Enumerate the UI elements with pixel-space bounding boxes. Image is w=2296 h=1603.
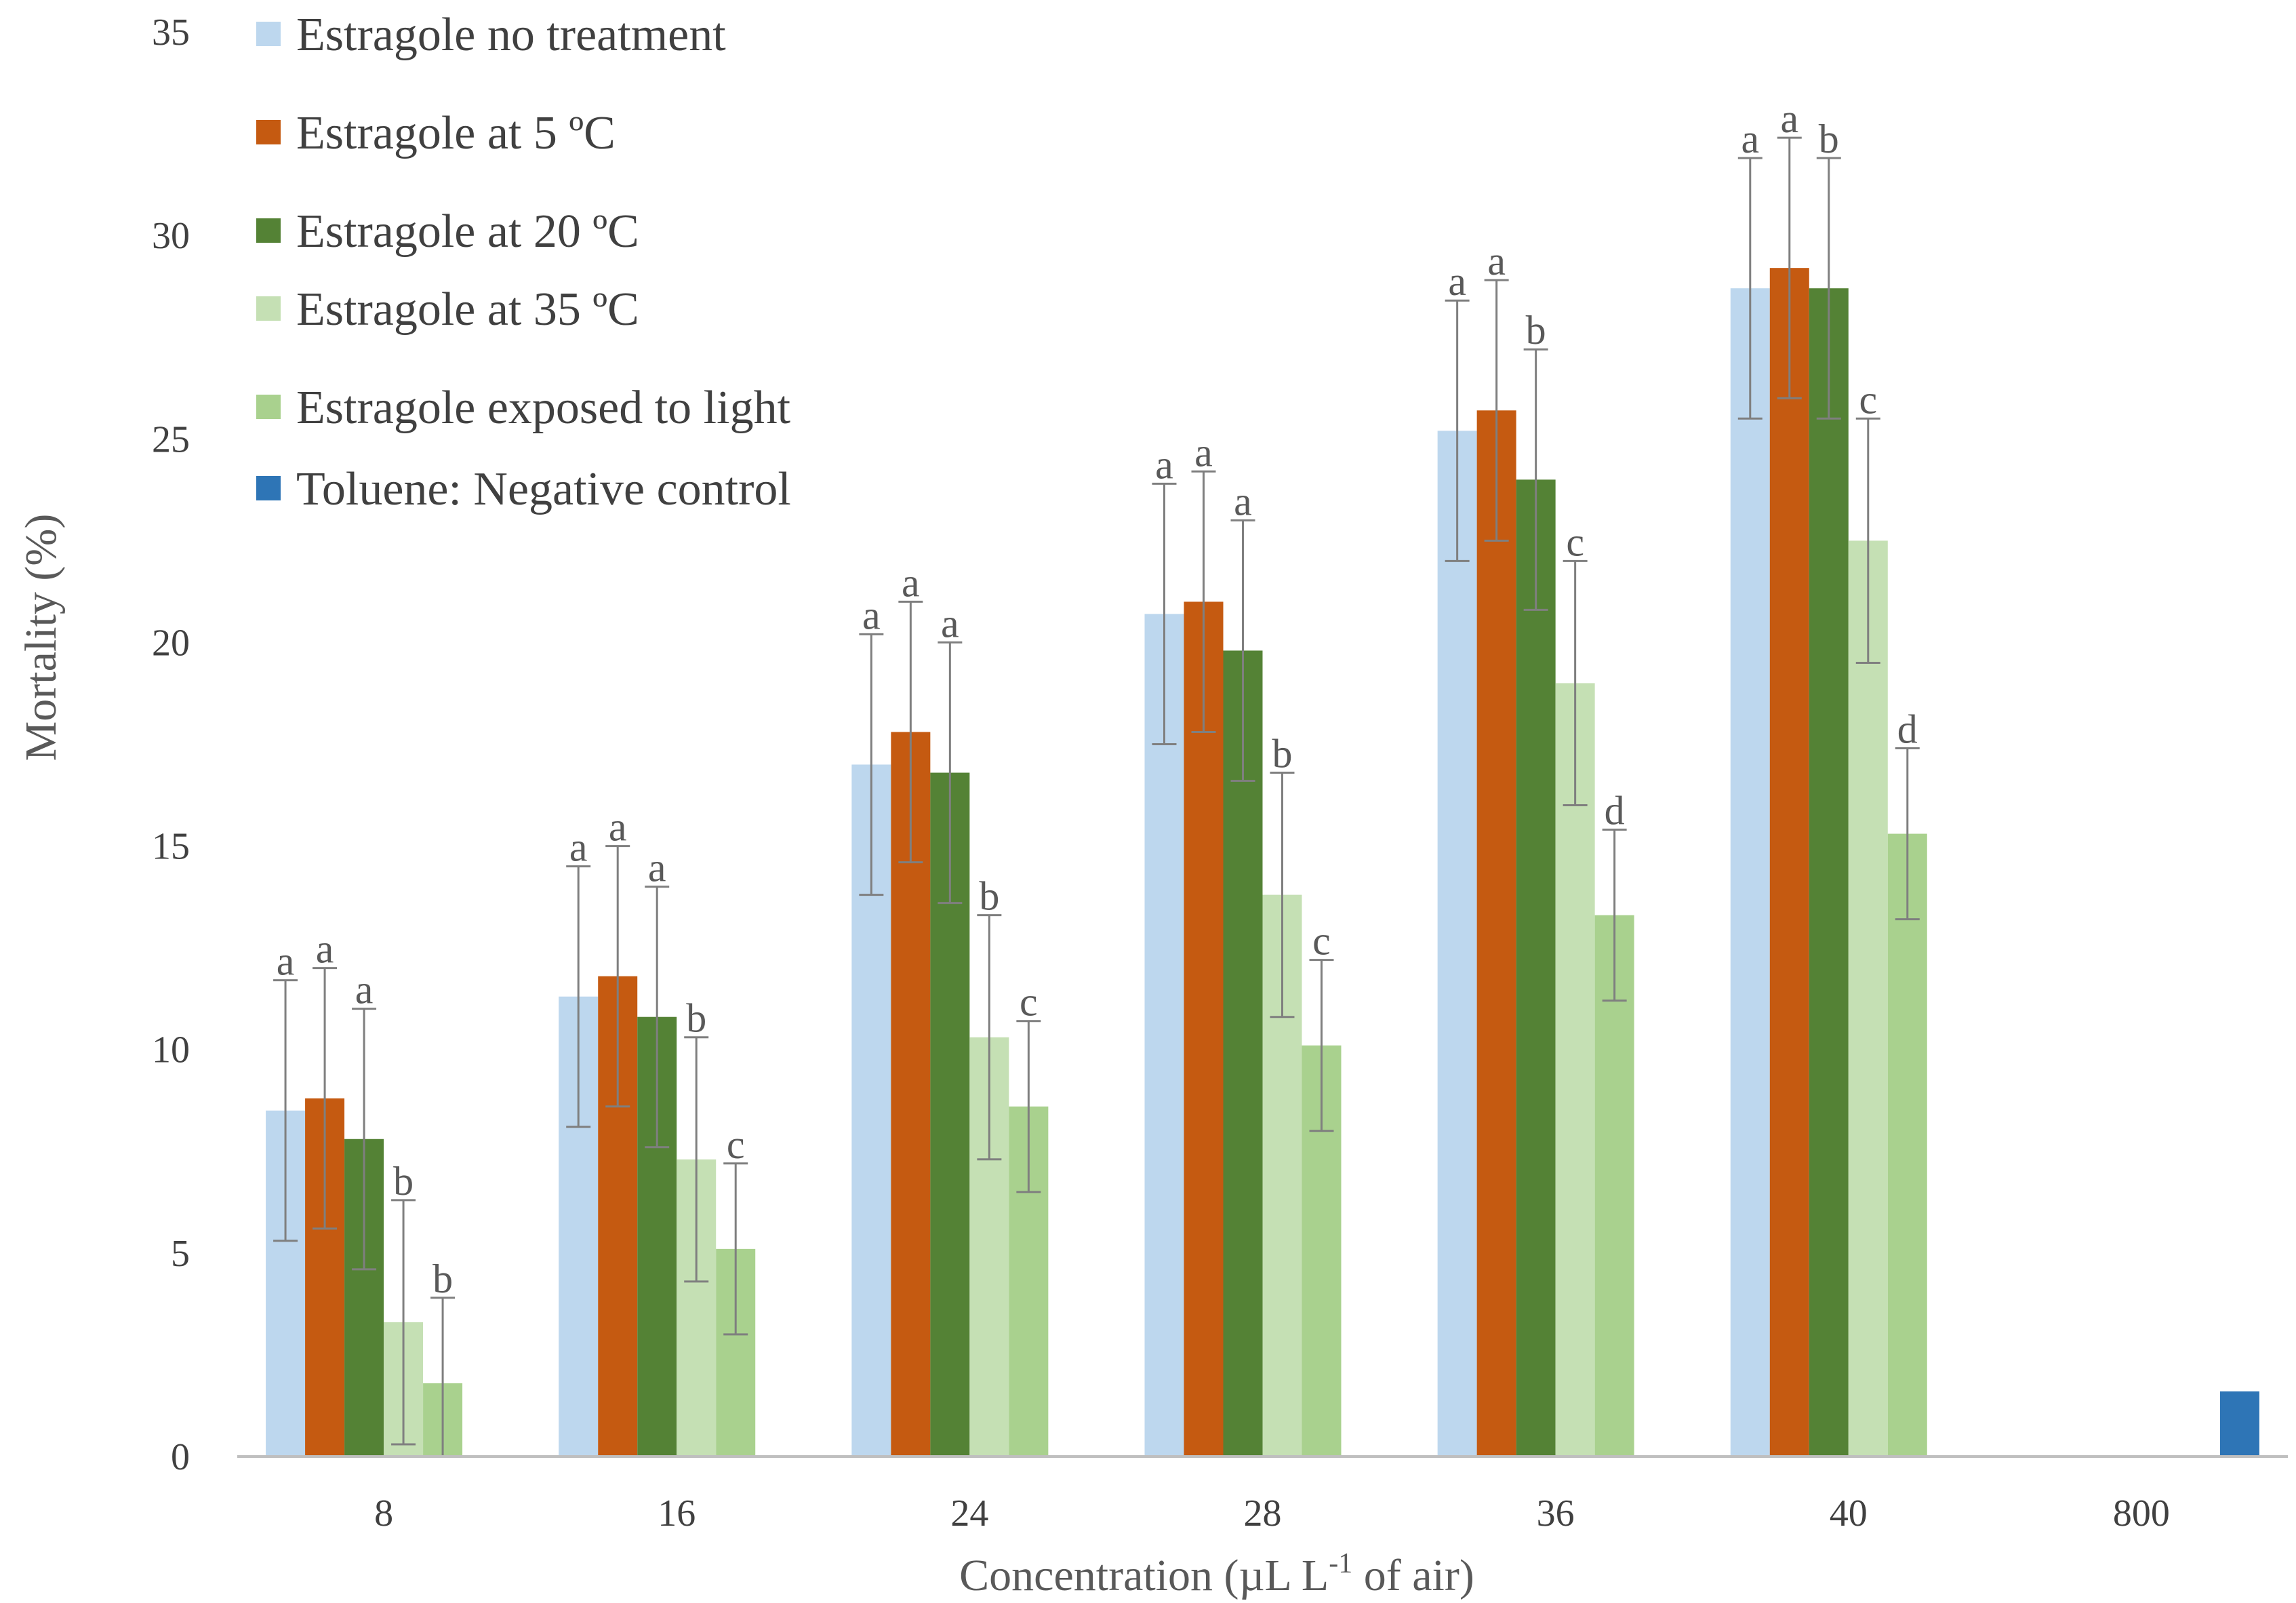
bar [1516,479,1556,1457]
y-axis-ticks: 0 5 10 15 20 25 30 35 [152,12,190,1478]
error-bar-group [273,136,1920,1458]
significance-label: a [648,846,666,890]
y-tick-label: 10 [152,1029,190,1071]
y-tick-label: 20 [152,622,190,664]
bar [1887,833,1927,1457]
legend-label: Estragole exposed to light [296,382,791,434]
bar [1848,540,1888,1457]
legend-label: Estragole at 5 ºC [296,107,616,159]
legend-swatch [256,296,281,321]
x-axis-ticks: 8 16 24 28 36 40 800 [374,1492,2170,1535]
significance-label: a [941,601,959,646]
bar [1730,288,1770,1457]
legend-swatch [256,395,281,419]
legend: Estragole no treatment Estragole at 5 ºC E… [256,9,791,515]
x-axis-title-superscript: -1 [1329,1548,1352,1579]
legend-label: Estragole at 20 ºC [296,205,639,258]
significance-label: a [1741,117,1759,161]
significance-label: c [1312,919,1331,964]
x-tick-label: 28 [1244,1492,1282,1535]
bar [1437,431,1477,1457]
significance-label: a [1448,259,1466,304]
bar [1594,915,1634,1457]
significance-label: b [686,996,706,1041]
x-axis-title-main: Concentration (µL L [959,1551,1329,1600]
x-tick-label: 8 [374,1492,393,1535]
bar-series-group [266,268,2259,1457]
bar [1476,410,1516,1457]
significance-label: a [1155,442,1173,487]
x-tick-label: 36 [1537,1492,1575,1535]
significance-label: c [1020,980,1038,1025]
significance-label: b [1819,117,1839,161]
x-tick-label: 800 [2113,1492,2170,1535]
significance-label: a [609,805,627,850]
significance-label: b [979,874,999,919]
significance-label: a [1487,239,1506,283]
y-tick-label: 15 [152,826,190,868]
bar [1223,650,1263,1457]
bar [1769,268,1809,1457]
significance-label: c [727,1122,745,1167]
bar [1184,601,1224,1457]
significance-label: d [1897,707,1918,752]
x-axis-title-tail: of air) [1352,1551,1474,1600]
x-tick-label: 40 [1830,1492,1868,1535]
y-axis-title: Mortality (%) [16,514,66,761]
legend-label: Toluene: Negative control [296,463,791,515]
bar [2219,1391,2259,1457]
bar [1555,683,1595,1457]
significance-label: b [1272,732,1293,776]
y-tick-label: 30 [152,215,190,257]
significance-label: a [1234,479,1252,523]
significance-label: a [316,927,334,972]
significance-label: a [902,560,920,605]
legend-swatch [256,476,281,500]
significance-label: a [277,939,295,984]
significance-label: a [355,968,374,1012]
significance-label: a [1780,96,1798,141]
y-tick-label: 0 [171,1436,190,1478]
y-tick-label: 35 [152,12,190,54]
legend-swatch [256,120,281,144]
bar [1809,288,1849,1457]
x-tick-label: 16 [658,1492,696,1535]
y-tick-label: 25 [152,418,190,460]
significance-label: d [1605,789,1625,833]
y-tick-label: 5 [171,1233,190,1275]
significance-label: a [862,593,881,637]
significance-label: b [432,1256,453,1301]
significance-label: b [1526,308,1546,353]
x-tick-label: 24 [950,1492,988,1535]
significance-label: a [1194,430,1213,475]
significance-label: c [1566,519,1584,564]
significance-label: b [393,1159,414,1204]
legend-label: Estragole no treatment [296,9,726,61]
significance-label: c [1859,377,1877,422]
legend-swatch [256,218,281,243]
legend-swatch [256,22,281,46]
bar [1144,614,1184,1457]
legend-label: Estragole at 35 ºC [296,283,639,336]
significance-label: a [569,825,588,870]
x-axis-title: Concentration (µL L-1 of air) [959,1548,1474,1600]
